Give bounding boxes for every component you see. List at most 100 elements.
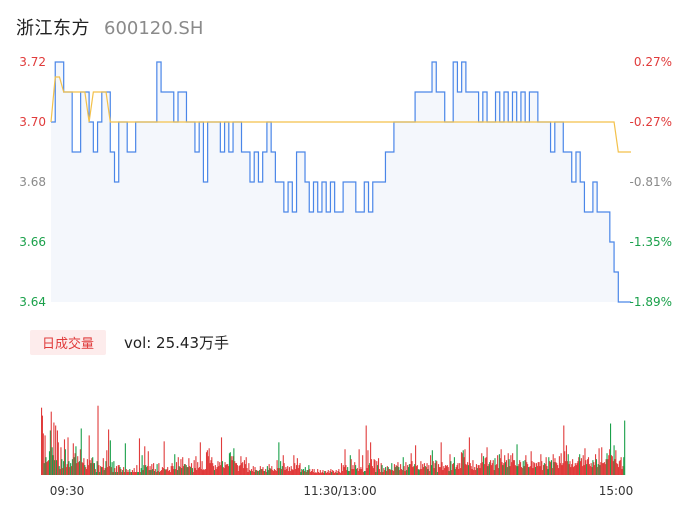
volume-bar [144,446,146,475]
volume-bar [207,456,209,475]
volume-bar [490,460,492,475]
volume-bar [377,458,380,475]
volume-bar [355,469,358,475]
volume-bar [302,470,304,475]
volume-bar [560,453,562,475]
volume-bar [44,435,46,475]
volume-tab[interactable]: 日成交量 [30,330,107,355]
volume-bar [491,463,493,475]
volume-bar [136,465,138,475]
volume-bar [435,460,437,475]
y-tick-pct: -0.27% [630,115,672,129]
volume-bar [382,472,384,475]
volume-bar [364,471,366,475]
volume-bar [548,457,550,475]
volume-bar [428,465,430,475]
volume-bar [127,470,129,475]
volume-bar [595,459,597,475]
volume-bar [412,467,414,475]
volume-bar [372,468,374,475]
volume-bar [223,468,225,475]
volume-bar [101,467,103,475]
volume-bar [468,437,470,475]
volume-bar [515,466,517,475]
volume-bar [514,465,516,475]
volume-bar [69,467,71,475]
volume-bar [377,465,379,475]
volume-bar [390,470,392,475]
volume-bar [220,437,223,475]
volume-bar [445,465,447,475]
volume-bar [424,466,426,475]
volume-bar [267,470,269,475]
volume-bar [197,462,199,475]
volume-bar [336,473,338,475]
volume-bar [257,471,259,475]
volume-bar [70,463,72,475]
volume-bar [189,466,191,475]
volume-bar [123,467,125,475]
volume-bar [433,468,435,475]
volume-bar [54,460,56,475]
volume-bar [383,468,385,475]
volume-bar [403,466,405,475]
volume-bar [209,463,211,475]
volume-bar [45,457,47,475]
volume-bar [493,470,495,475]
volume-bar [619,460,621,475]
volume-bar [528,467,530,475]
volume-bar [198,468,200,475]
volume-bar [614,459,616,475]
volume-bar [577,461,579,475]
volume-bar [266,466,268,475]
volume-bar [534,463,536,475]
volume-bar [227,464,229,475]
volume-bar [512,460,515,475]
volume-bar [621,469,623,475]
volume-bar [552,454,554,475]
volume-bar [404,471,406,475]
volume-bar [387,467,389,475]
volume-bar [471,469,473,475]
volume-bar [108,466,111,475]
volume-bar [333,473,335,475]
volume-bar [87,465,89,475]
volume-bar [606,453,608,475]
volume-bar [332,470,334,475]
volume-bar [98,465,100,475]
volume-bar [141,455,143,475]
volume-bar [48,451,51,475]
volume-bar [254,467,256,475]
volume-bar [164,469,166,475]
volume-bar [183,466,185,475]
volume-bar [482,456,485,475]
volume-bar [97,405,99,475]
y-tick-price: 3.68 [19,175,46,189]
volume-bar [274,470,276,475]
volume-bar [351,469,353,475]
volume-bar [175,469,177,475]
volume-bar [436,461,438,475]
volume-bar [159,472,161,475]
volume-bar [56,430,58,475]
volume-bar [461,453,463,475]
volume-bar [176,470,178,475]
volume-bar [154,469,156,475]
volume-bar [318,472,320,475]
volume-bar [246,468,248,475]
volume-bar [339,472,341,475]
volume-bar [68,461,70,475]
volume-bar [585,460,587,475]
volume-bar [243,468,245,475]
volume-bar [375,472,377,475]
volume-bar [397,462,399,475]
volume-bar [79,449,81,475]
volume-bar [272,470,274,475]
volume-bar [122,470,124,475]
volume-bar [47,461,49,475]
volume-bar [118,465,120,475]
volume-bar [420,461,422,475]
volume-bar [595,454,597,475]
volume-bar [506,467,508,475]
volume-bar [58,466,60,475]
